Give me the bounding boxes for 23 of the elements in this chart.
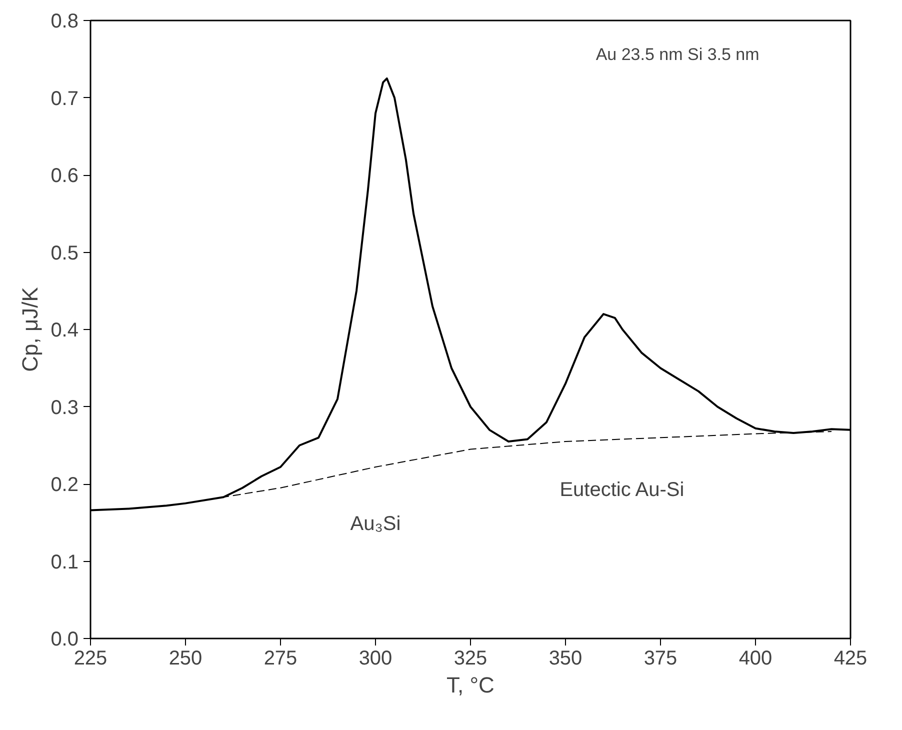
x-tick-label: 225 bbox=[74, 648, 108, 670]
annotation: Au₃Si bbox=[350, 513, 401, 536]
y-tick-label: 0.8 bbox=[50, 10, 79, 32]
y-tick-label: 0.4 bbox=[50, 320, 79, 342]
y-tick-label: 0.3 bbox=[50, 396, 79, 419]
y-tick-label: 0.2 bbox=[50, 474, 79, 496]
x-axis-title: T, °C bbox=[446, 672, 495, 698]
annotation: Au 23.5 nm Si 3.5 nm bbox=[596, 44, 760, 64]
x-tick-label: 300 bbox=[358, 648, 392, 670]
x-tick-label: 250 bbox=[168, 648, 202, 670]
y-axis-title: Cp, μJ/K bbox=[18, 286, 43, 372]
y-tick-label: 0.6 bbox=[50, 165, 79, 187]
y-tick-label: 0.7 bbox=[50, 88, 79, 110]
y-tick-label: 0.1 bbox=[50, 551, 79, 574]
y-tick-label: 0.5 bbox=[50, 242, 79, 264]
x-tick-label: 275 bbox=[264, 648, 298, 670]
y-tick-label: 0.0 bbox=[50, 628, 79, 650]
x-tick-label: 425 bbox=[834, 648, 868, 670]
x-tick-label: 375 bbox=[644, 648, 678, 670]
annotation: Eutectic Au-Si bbox=[560, 479, 684, 502]
x-tick-label: 350 bbox=[548, 648, 582, 670]
x-tick-label: 325 bbox=[454, 648, 488, 670]
x-tick-label: 400 bbox=[738, 648, 772, 670]
